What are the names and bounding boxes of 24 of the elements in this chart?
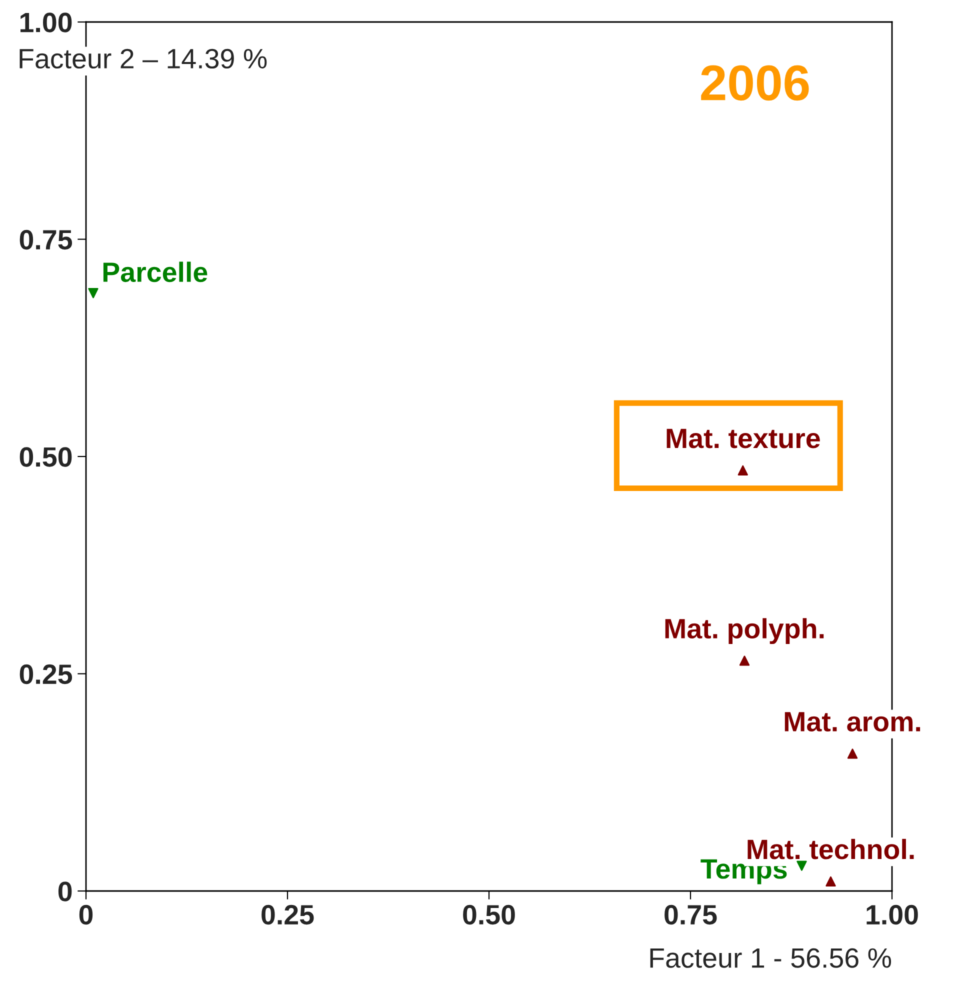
y-tick-label: 0.50: [20, 447, 72, 467]
point: [739, 656, 750, 666]
x-tick-label: 0: [79, 904, 93, 925]
x-tick-label: 1.00: [866, 904, 918, 925]
y-tick-label: 0: [58, 882, 72, 902]
y-axis-title: Facteur 2 – 14.39 %: [20, 48, 267, 69]
x-tick-label: 0.50: [463, 904, 515, 925]
y-tick-label: 0.75: [20, 230, 72, 250]
point: [88, 288, 98, 298]
point: [738, 465, 748, 476]
point: [796, 860, 807, 871]
data-label: Mat. technol.: [748, 838, 914, 860]
x-axis-title: Facteur 1 - 56.56 %: [650, 948, 892, 968]
x-tick-label: 0.25: [262, 904, 314, 925]
y-tick-label: 1.00: [20, 12, 72, 32]
data-label: Parcelle: [103, 262, 208, 282]
y-tick-label: 0.25: [20, 664, 72, 684]
point: [826, 876, 836, 887]
annotation: 2006: [701, 65, 809, 101]
point: [847, 748, 858, 759]
x-tick-label: 0.75: [664, 904, 717, 925]
data-label: Mat. texture: [666, 428, 820, 448]
data-label: Mat. polyph.: [665, 618, 824, 644]
data-label: Mat. arom.: [784, 712, 920, 732]
